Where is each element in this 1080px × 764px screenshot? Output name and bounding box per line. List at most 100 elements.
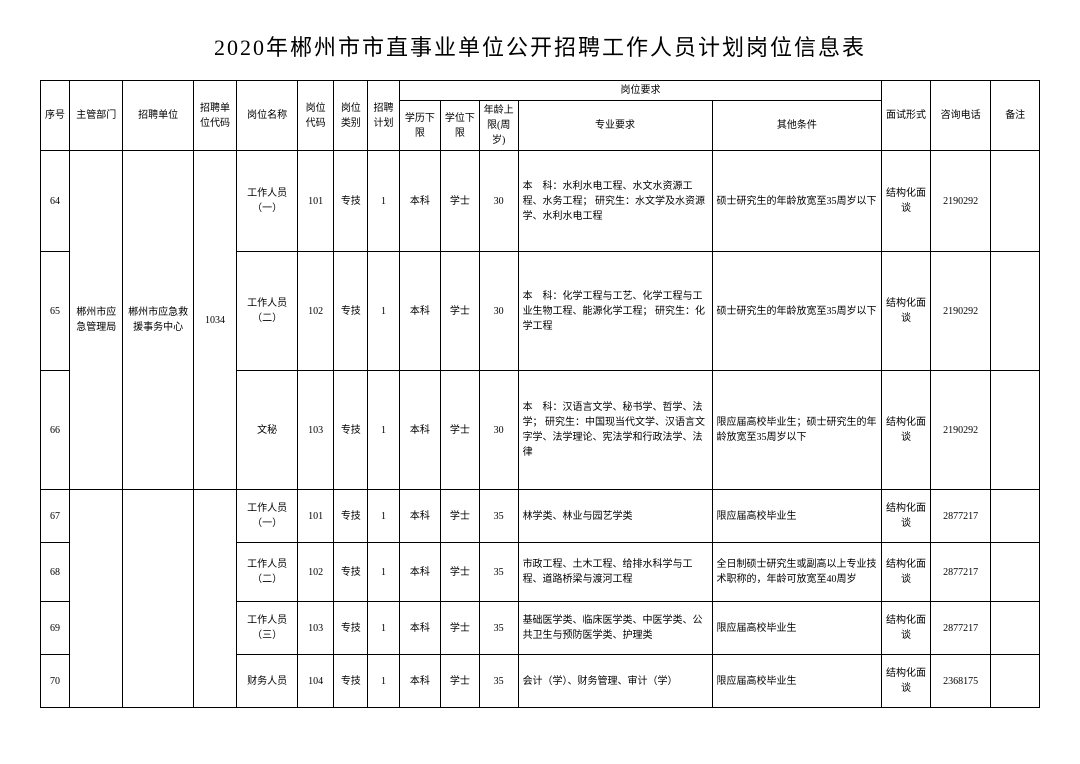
- cell-degree: 学士: [441, 490, 480, 543]
- cell-plan: 1: [368, 655, 400, 708]
- cell-degree: 学士: [441, 252, 480, 371]
- cell-pos-type: 专技: [334, 151, 368, 252]
- cell-age: 35: [479, 490, 518, 543]
- cell-edu: 本科: [399, 490, 440, 543]
- cell-plan: 1: [368, 490, 400, 543]
- cell-plan: 1: [368, 371, 400, 490]
- cell-pos-code: 101: [297, 490, 333, 543]
- th-interview: 面试形式: [882, 81, 930, 151]
- table-row: 67 工作人员（一） 101 专技 1 本科 学士 35 林学类、林业与园艺学类…: [41, 490, 1040, 543]
- cell-major: 本 科：化学工程与工艺、化学工程与工业生物工程、能源化学工程； 研究生：化学工程: [518, 252, 712, 371]
- cell-major: 林学类、林业与园艺学类: [518, 490, 712, 543]
- th-pos-type: 岗位类别: [334, 81, 368, 151]
- cell-pos-code: 103: [297, 602, 333, 655]
- cell-degree: 学士: [441, 151, 480, 252]
- cell-other: 全日制硕士研究生或副高以上专业技术职称的，年龄可放宽至40周岁: [712, 543, 882, 602]
- cell-major: 本 科：汉语言文学、秘书学、哲学、法学； 研究生：中国现当代文学、汉语言文字学、…: [518, 371, 712, 490]
- th-unit-code: 招聘单位代码: [193, 81, 237, 151]
- cell-pos-code: 101: [297, 151, 333, 252]
- th-degree: 学位下限: [441, 101, 480, 151]
- cell-position: 工作人员（三）: [237, 602, 298, 655]
- cell-other: 限应届高校毕业生: [712, 490, 882, 543]
- th-position: 岗位名称: [237, 81, 298, 151]
- cell-pos-type: 专技: [334, 602, 368, 655]
- cell-degree: 学士: [441, 371, 480, 490]
- cell-major: 基础医学类、临床医学类、中医学类、公共卫生与预防医学类、护理类: [518, 602, 712, 655]
- cell-edu: 本科: [399, 151, 440, 252]
- th-pos-code: 岗位代码: [297, 81, 333, 151]
- cell-other: 限应届高校毕业生；硕士研究生的年龄放宽至35周岁以下: [712, 371, 882, 490]
- cell-plan: 1: [368, 151, 400, 252]
- cell-dept: 郴州市应急管理局: [70, 151, 123, 490]
- cell-interview: 结构化面谈: [882, 371, 930, 490]
- cell-phone: 2190292: [930, 151, 991, 252]
- table-header: 序号 主管部门 招聘单位 招聘单位代码 岗位名称 岗位代码 岗位类别 招聘计划 …: [41, 81, 1040, 151]
- cell-pos-code: 104: [297, 655, 333, 708]
- cell-phone: 2877217: [930, 602, 991, 655]
- cell-age: 35: [479, 602, 518, 655]
- cell-seq: 68: [41, 543, 70, 602]
- cell-other: 硕士研究生的年龄放宽至35周岁以下: [712, 252, 882, 371]
- cell-unit: [123, 490, 193, 708]
- cell-edu: 本科: [399, 602, 440, 655]
- cell-seq: 66: [41, 371, 70, 490]
- th-edu: 学历下限: [399, 101, 440, 151]
- cell-other: 限应届高校毕业生: [712, 655, 882, 708]
- th-phone: 咨询电话: [930, 81, 991, 151]
- th-major: 专业要求: [518, 101, 712, 151]
- cell-edu: 本科: [399, 371, 440, 490]
- cell-pos-type: 专技: [334, 490, 368, 543]
- cell-degree: 学士: [441, 655, 480, 708]
- cell-major: 本 科：水利水电工程、水文水资源工程、水务工程； 研究生：水文学及水资源学、水利…: [518, 151, 712, 252]
- cell-note: [991, 602, 1040, 655]
- cell-interview: 结构化面谈: [882, 543, 930, 602]
- cell-dept: [70, 490, 123, 708]
- recruitment-table: 序号 主管部门 招聘单位 招聘单位代码 岗位名称 岗位代码 岗位类别 招聘计划 …: [40, 80, 1040, 708]
- cell-position: 工作人员（二）: [237, 252, 298, 371]
- cell-pos-type: 专技: [334, 371, 368, 490]
- cell-edu: 本科: [399, 252, 440, 371]
- cell-seq: 64: [41, 151, 70, 252]
- th-plan: 招聘计划: [368, 81, 400, 151]
- cell-other: 限应届高校毕业生: [712, 602, 882, 655]
- cell-age: 30: [479, 252, 518, 371]
- cell-position: 财务人员: [237, 655, 298, 708]
- cell-edu: 本科: [399, 655, 440, 708]
- cell-major: 市政工程、土木工程、给排水科学与工程、道路桥梁与渡河工程: [518, 543, 712, 602]
- cell-note: [991, 490, 1040, 543]
- cell-note: [991, 371, 1040, 490]
- cell-phone: 2877217: [930, 543, 991, 602]
- th-req-group: 岗位要求: [399, 81, 882, 101]
- cell-phone: 2190292: [930, 371, 991, 490]
- cell-pos-type: 专技: [334, 543, 368, 602]
- cell-plan: 1: [368, 252, 400, 371]
- cell-major: 会计（学）、财务管理、审计（学）: [518, 655, 712, 708]
- cell-seq: 69: [41, 602, 70, 655]
- th-dept: 主管部门: [70, 81, 123, 151]
- th-age: 年龄上限(周岁): [479, 101, 518, 151]
- table-row: 64 郴州市应急管理局 郴州市应急救援事务中心 1034 工作人员（一） 101…: [41, 151, 1040, 252]
- th-note: 备注: [991, 81, 1040, 151]
- cell-phone: 2190292: [930, 252, 991, 371]
- cell-other: 硕士研究生的年龄放宽至35周岁以下: [712, 151, 882, 252]
- cell-pos-type: 专技: [334, 655, 368, 708]
- cell-interview: 结构化面谈: [882, 151, 930, 252]
- cell-position: 工作人员（一）: [237, 151, 298, 252]
- cell-age: 35: [479, 655, 518, 708]
- cell-interview: 结构化面谈: [882, 655, 930, 708]
- cell-interview: 结构化面谈: [882, 602, 930, 655]
- cell-pos-code: 102: [297, 543, 333, 602]
- cell-unit-code: 1034: [193, 151, 237, 490]
- cell-seq: 65: [41, 252, 70, 371]
- page-title: 2020年郴州市市直事业单位公开招聘工作人员计划岗位信息表: [40, 30, 1040, 62]
- th-unit: 招聘单位: [123, 81, 193, 151]
- cell-position: 工作人员（一）: [237, 490, 298, 543]
- cell-degree: 学士: [441, 602, 480, 655]
- cell-age: 30: [479, 151, 518, 252]
- cell-age: 30: [479, 371, 518, 490]
- cell-note: [991, 655, 1040, 708]
- cell-interview: 结构化面谈: [882, 252, 930, 371]
- cell-note: [991, 151, 1040, 252]
- cell-plan: 1: [368, 543, 400, 602]
- cell-edu: 本科: [399, 543, 440, 602]
